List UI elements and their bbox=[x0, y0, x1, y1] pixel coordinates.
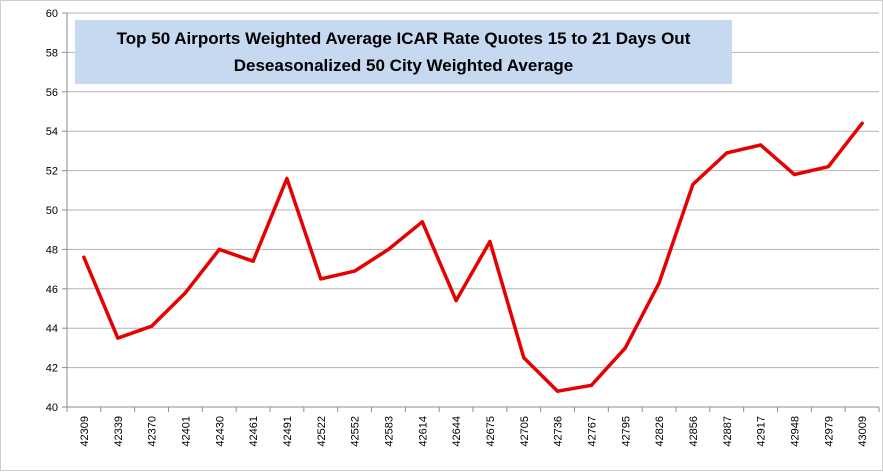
x-tick-label: 42917 bbox=[756, 416, 768, 447]
x-tick-label: 42309 bbox=[79, 416, 91, 447]
x-tick-label: 42948 bbox=[789, 416, 801, 447]
data-point bbox=[82, 255, 86, 259]
x-tick-label: 42856 bbox=[688, 416, 700, 447]
series-line bbox=[82, 121, 864, 393]
data-point bbox=[691, 182, 695, 186]
y-tick-label: 56 bbox=[46, 87, 58, 99]
data-point bbox=[555, 389, 560, 393]
y-tick-label: 50 bbox=[46, 205, 58, 217]
x-tick-label: 42370 bbox=[147, 416, 159, 447]
x-tick-label: 42887 bbox=[722, 416, 734, 447]
x-tick-label: 42461 bbox=[248, 416, 260, 447]
data-point bbox=[454, 299, 458, 303]
data-point bbox=[285, 176, 289, 181]
data-point bbox=[420, 220, 424, 224]
data-point bbox=[116, 336, 120, 340]
x-axis-tick-labels: 42309 42339 42370 42401 42430 42461 42491 42522… bbox=[79, 416, 869, 447]
data-point bbox=[589, 383, 594, 387]
x-tick-label: 42979 bbox=[823, 416, 835, 447]
chart-title: Top 50 Airports Weighted Average ICAR Ra… bbox=[116, 29, 691, 48]
x-tick-label: 42430 bbox=[214, 416, 226, 447]
data-point bbox=[386, 247, 391, 251]
x-tick-label: 42826 bbox=[654, 416, 666, 447]
y-axis-tick-labels: 40 42 44 46 48 50 52 54 56 58 60 bbox=[46, 8, 58, 414]
data-point bbox=[352, 269, 357, 273]
chart-title-box: Top 50 Airports Weighted Average ICAR Ra… bbox=[75, 20, 732, 84]
data-point bbox=[522, 356, 526, 360]
data-point bbox=[251, 259, 255, 263]
data-point bbox=[826, 165, 830, 169]
y-tick-label: 58 bbox=[46, 47, 58, 59]
series bbox=[82, 121, 864, 393]
x-tick-label: 42583 bbox=[383, 416, 395, 447]
x-tick-label: 42675 bbox=[485, 416, 497, 447]
data-point bbox=[149, 324, 154, 328]
y-tick-label: 40 bbox=[46, 402, 58, 414]
data-point bbox=[217, 247, 221, 251]
y-tick-label: 52 bbox=[46, 166, 58, 178]
data-point bbox=[623, 346, 627, 350]
chart-subtitle: Deseasonalized 50 City Weighted Average bbox=[233, 56, 574, 75]
data-point bbox=[758, 143, 763, 147]
y-tick-label: 54 bbox=[46, 126, 58, 138]
x-tick-label: 42644 bbox=[451, 416, 463, 447]
y-tick-label: 44 bbox=[46, 323, 58, 335]
data-point bbox=[792, 172, 797, 177]
x-tick-label: 42736 bbox=[553, 416, 565, 447]
x-tick-label: 42401 bbox=[180, 416, 192, 447]
data-point bbox=[183, 291, 188, 295]
x-tick-label: 43009 bbox=[857, 416, 869, 447]
x-tick-label: 42339 bbox=[113, 416, 125, 447]
data-point bbox=[488, 239, 492, 244]
x-tick-label: 42767 bbox=[586, 416, 598, 447]
x-tick-label: 42705 bbox=[519, 416, 531, 447]
data-point bbox=[860, 121, 864, 125]
x-tick-label: 42522 bbox=[316, 416, 328, 447]
y-tick-label: 42 bbox=[46, 363, 58, 375]
y-tick-label: 46 bbox=[46, 284, 58, 296]
y-tick-label: 60 bbox=[46, 8, 58, 20]
x-tick-label: 42552 bbox=[350, 416, 362, 447]
data-point bbox=[725, 151, 729, 155]
y-tick-label: 48 bbox=[46, 244, 58, 256]
data-point bbox=[319, 277, 323, 281]
x-tick-label: 42614 bbox=[417, 416, 429, 447]
x-tick-label: 42491 bbox=[282, 416, 294, 447]
data-point bbox=[657, 281, 661, 285]
axes bbox=[66, 13, 880, 412]
x-tick-label: 42795 bbox=[620, 416, 632, 447]
